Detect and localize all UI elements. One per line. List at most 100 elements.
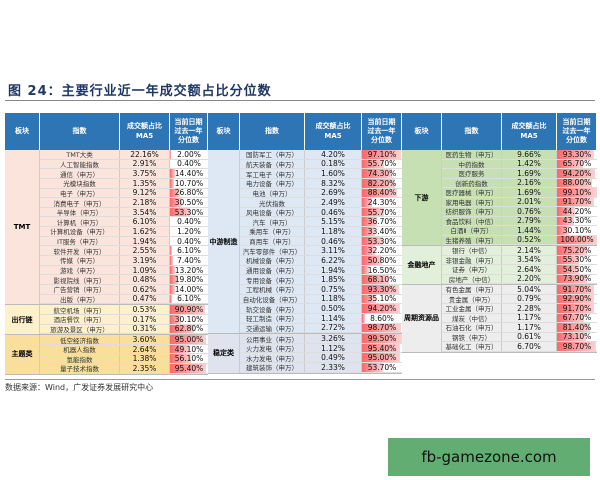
table-row: 煤炭（中信） 1.17% 67.70%: [442, 313, 597, 323]
percentile-value: 95.40%: [174, 363, 204, 373]
section-label: TMT: [5, 150, 40, 305]
section: TMT TMT大类 22.16% 2.00% 人工智能指数 2.91% 0.40% 通信（申万…: [5, 150, 208, 306]
index-name: 通用设备（申万）: [240, 265, 305, 275]
ma5-value: 0.76%: [502, 207, 557, 216]
section: 下游 医药生物（申万） 9.66% 93.30% 中药指数 1.42% 65.70% 医疗服务…: [402, 150, 597, 246]
percentile-value: 88.40%: [367, 188, 397, 198]
percentile-bar: [557, 197, 594, 206]
percentile-value: 55.70%: [367, 207, 397, 217]
divider: [5, 100, 595, 101]
percentile-bar: [557, 216, 575, 225]
percentile-value: 33.40%: [367, 226, 397, 236]
percentile-cell: 94.20%: [557, 169, 597, 178]
percentile-bar: [170, 344, 189, 354]
percentile-value: 43.30%: [562, 216, 592, 226]
percentile-cell: 55.70%: [362, 208, 402, 217]
ma5-value: 2.64%: [120, 345, 170, 354]
ma5-value: 0.50%: [305, 304, 362, 313]
table-row: 出版（申万） 0.47% 6.10%: [40, 294, 208, 305]
index-name: 航空机场（申万）: [40, 305, 120, 314]
ma5-value: 1.60%: [305, 169, 362, 178]
section: 金融地产 银行（中信） 2.14% 75.20% 非银金融（申万） 3.54% 55.30%…: [402, 246, 597, 285]
index-name: 专用设备（申万）: [240, 275, 305, 284]
ma5-value: 2.28%: [502, 304, 557, 313]
ma5-value: 5.04%: [502, 285, 557, 294]
index-name: 电力设备（申万）: [240, 178, 305, 188]
percentile-cell: 95.40%: [362, 344, 402, 353]
percentile-cell: 95.40%: [170, 364, 208, 373]
percentile-value: 62.80%: [174, 324, 204, 334]
table-row: 汽车（申万） 5.15% 36.70%: [240, 217, 402, 228]
ma5-value: 1.12%: [305, 344, 362, 353]
percentile-bar: [557, 274, 587, 283]
index-name: 创新药指数: [442, 178, 502, 187]
index-name: 白酒Ⅱ（申万）: [442, 226, 502, 235]
ma5-value: 2.33%: [305, 363, 362, 372]
table-row: 军工电子（申万） 1.60% 74.30%: [240, 169, 402, 179]
index-name: 传媒（申万）: [40, 256, 120, 265]
index-name: 光模块指数: [40, 178, 120, 188]
table-row: 工程机械（申万） 0.75% 93.30%: [240, 285, 402, 295]
table-row: 工业金属（申万） 2.28% 91.70%: [442, 304, 597, 314]
percentile-value: 14.40%: [174, 169, 204, 179]
percentile-cell: 88.00%: [557, 178, 597, 187]
percentile-value: 99.50%: [367, 334, 397, 343]
table-row: 公用事业（申万） 3.26% 99.50%: [240, 334, 402, 344]
percentile-bar: [170, 284, 176, 294]
ma5-value: 2.72%: [305, 323, 362, 332]
table-row: 医疗器械（申万） 1.69% 99.10%: [442, 188, 597, 198]
table-row: 机械设备（申万） 6.22% 50.80%: [240, 256, 402, 266]
table-row: 生猪养殖（申万） 0.52% 100.00%: [442, 235, 597, 245]
index-name: 房地产（中信）: [442, 274, 502, 283]
percentile-bar: [557, 178, 593, 187]
percentile-value: 55.70%: [367, 159, 397, 169]
header-pct: 当前日期 过去一年 分位数: [557, 113, 597, 150]
ma5-value: 1.94%: [305, 266, 362, 275]
percentile-value: 16.50%: [367, 265, 397, 275]
ma5-value: 0.31%: [120, 324, 170, 333]
ma5-value: 0.52%: [502, 235, 557, 244]
index-name: 公用事业（申万）: [240, 334, 305, 343]
percentile-bar: [362, 284, 400, 294]
table-row: 软件开发（申万） 2.55% 6.10%: [40, 246, 208, 257]
section-rows: 有色金属（申万） 5.04% 91.70% 贵金属（申万） 0.79% 92.90% 工业金…: [442, 285, 597, 352]
percentile-bar: [557, 265, 579, 274]
percentile-value: 74.30%: [367, 169, 397, 179]
percentile-bar: [362, 313, 366, 323]
section: 主题类 低空经济指数 3.60% 95.00% 机器人指数 2.64% 49.10% 氢能指数…: [5, 335, 208, 375]
ma5-value: 1.69%: [502, 188, 557, 197]
ma5-value: 1.85%: [305, 275, 362, 284]
percentile-value: 95.00%: [174, 335, 204, 344]
percentile-cell: 95.00%: [170, 335, 208, 344]
table-row: 量子技术指数 2.35% 95.40%: [40, 364, 208, 374]
sections: 下游 医药生物（申万） 9.66% 93.30% 中药指数 1.42% 65.70% 医疗服务…: [402, 150, 597, 353]
percentile-bar: [362, 275, 390, 284]
header-index: 指数: [442, 113, 502, 150]
index-name: 氢能指数: [40, 354, 120, 364]
percentile-cell: 73.90%: [557, 274, 597, 283]
ma5-value: 2.01%: [502, 197, 557, 206]
percentile-bar: [170, 246, 173, 256]
percentile-bar: [557, 313, 585, 322]
percentile-bar: [557, 159, 584, 168]
percentile-bar: [362, 246, 375, 256]
section-rows: 银行（中信） 2.14% 75.20% 非银金融（申万） 3.54% 55.30% 证券（申…: [442, 246, 597, 284]
percentile-value: 53.30%: [367, 236, 397, 246]
ma5-value: 0.17%: [120, 315, 170, 324]
percentile-bar: [362, 150, 401, 159]
ma5-value: 0.48%: [120, 275, 170, 284]
percentile-cell: 65.70%: [557, 159, 597, 168]
percentile-value: 30.10%: [174, 314, 204, 324]
percentile-value: 56.10%: [174, 354, 204, 364]
percentile-bar: [557, 342, 597, 351]
percentile-cell: 32.20%: [362, 246, 402, 255]
table-row: 氢能指数 1.38% 56.10%: [40, 354, 208, 365]
percentile-bar: [362, 178, 395, 188]
percentile-value: 30.10%: [562, 225, 592, 235]
percentile-bar: [362, 304, 400, 313]
percentile-cell: 81.40%: [557, 323, 597, 332]
percentile-value: 44.20%: [562, 206, 592, 216]
percentile-cell: 30.10%: [170, 315, 208, 324]
percentile-cell: 75.20%: [557, 246, 597, 255]
section-rows: 国防军工（申万） 4.20% 97.10% 航天装备（申万） 0.18% 55.70% 军工…: [240, 150, 402, 334]
